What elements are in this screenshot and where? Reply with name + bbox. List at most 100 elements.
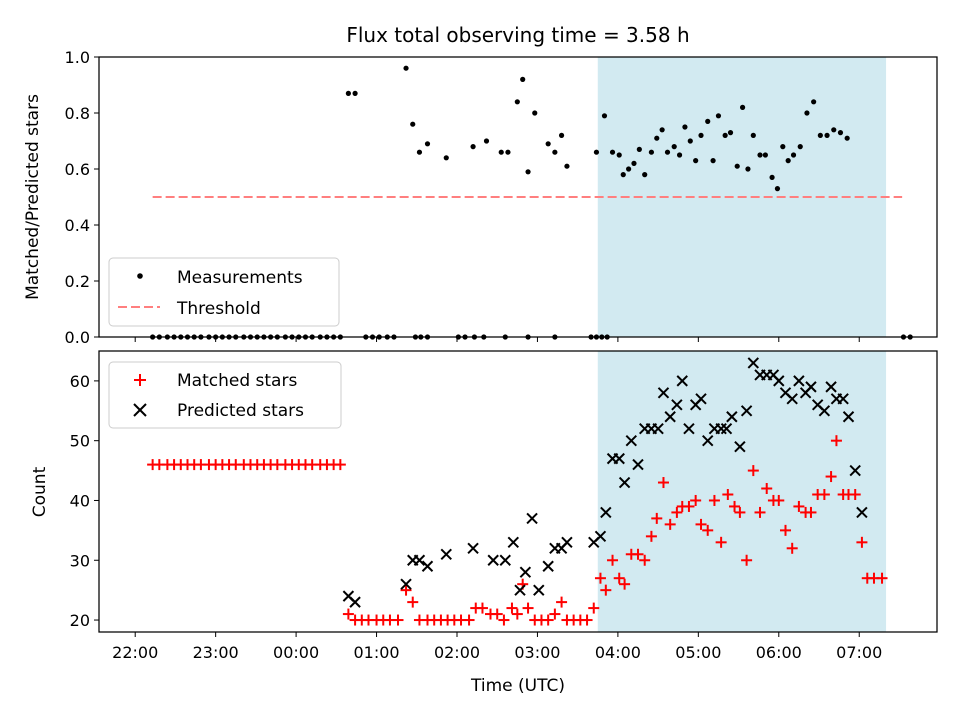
predicted-star-point — [734, 440, 746, 453]
matched-star-point — [793, 500, 805, 512]
matched-star-point — [651, 512, 663, 524]
measurement-point — [616, 152, 622, 158]
predicted-star-point — [695, 393, 707, 405]
predicted-star-point — [467, 542, 479, 555]
measurement-point — [676, 152, 683, 158]
matched-star-point — [334, 459, 346, 471]
matched-star-point — [632, 548, 644, 560]
predicted-star-point — [652, 423, 664, 435]
top-ytick-label: 1.0 — [65, 48, 90, 67]
matched-star-point — [695, 518, 707, 530]
matched-star-points — [147, 435, 888, 626]
measurement-point — [345, 90, 351, 96]
matched-star-point — [856, 536, 868, 548]
matched-star-point — [805, 506, 817, 518]
top-legend: Measurements Threshold — [108, 257, 340, 327]
xtick-label: 04:00 — [595, 643, 641, 662]
measurement-point — [532, 110, 538, 116]
predicted-star-point — [413, 554, 426, 566]
matched-star-point — [476, 602, 488, 614]
matched-star-point — [761, 483, 773, 495]
predicted-star-point — [720, 423, 733, 435]
measurement-point — [505, 149, 511, 155]
bottom-ytick-label: 60 — [70, 372, 90, 391]
measurement-point — [780, 144, 786, 150]
matched-star-point — [722, 488, 734, 500]
predicted-star-point — [842, 411, 855, 423]
predicted-star-point — [676, 375, 688, 387]
legend-measurements-label: Measurements — [177, 268, 303, 288]
xtick-label: 23:00 — [193, 643, 239, 662]
measurement-point — [831, 127, 837, 133]
xtick-label: 05:00 — [675, 643, 721, 662]
matched-star-point — [657, 477, 669, 489]
matched-star-point — [645, 530, 657, 542]
matched-star-point — [741, 554, 753, 566]
legend-matched-label: Matched stars — [177, 371, 297, 391]
predicted-star-point — [856, 506, 868, 519]
predicted-star-point — [600, 506, 612, 519]
measurement-point — [416, 149, 423, 155]
matched-star-point — [600, 584, 612, 596]
measurement-point — [514, 99, 520, 105]
predicted-star-point — [793, 375, 805, 387]
top-ytick-label: 0.6 — [65, 160, 90, 179]
predicted-star-point — [683, 423, 695, 435]
measurement-point — [552, 149, 558, 155]
measurement-point — [727, 130, 734, 136]
measurement-point — [498, 149, 504, 155]
measurement-point — [545, 141, 551, 147]
measurement-point — [762, 152, 768, 158]
measurement-point — [817, 132, 823, 138]
predicted-star-point — [747, 357, 760, 369]
predicted-star-point — [849, 464, 861, 477]
measurement-point — [705, 118, 711, 124]
measurement-point — [811, 99, 817, 105]
matched-star-point — [818, 488, 830, 500]
measurement-point — [664, 149, 671, 155]
top-y-axis-label: Matched/Predicted stars — [23, 94, 43, 300]
measurement-point — [593, 149, 600, 155]
matched-star-point — [522, 602, 534, 614]
matched-star-point — [729, 500, 741, 512]
matched-star-point — [830, 435, 842, 447]
measurement-point — [352, 90, 358, 96]
measurement-point — [824, 132, 830, 138]
predicted-star-point — [507, 536, 520, 549]
measurement-point — [774, 186, 781, 192]
predicted-star-point — [726, 411, 738, 423]
measurement-point — [844, 135, 850, 141]
predicted-star-point — [349, 596, 361, 608]
measurement-point — [601, 113, 608, 119]
predicted-star-point — [421, 560, 434, 572]
measurement-point — [609, 149, 616, 155]
bottom-legend-box — [108, 361, 342, 429]
matched-star-point — [463, 614, 475, 626]
matched-star-point — [594, 572, 606, 584]
predicted-star-point — [773, 375, 785, 387]
matched-star-point — [876, 572, 888, 584]
bottom-ytick-label: 30 — [70, 551, 90, 570]
matched-star-point — [588, 602, 600, 614]
predicted-star-point — [786, 393, 798, 405]
measurement-point — [470, 144, 476, 150]
matched-star-point — [511, 608, 523, 620]
matched-star-point — [607, 554, 619, 566]
bottom-x-ticks: 22:00 23:00 00:00 01:00 02:00 03:00 04:00 05:00… — [112, 632, 882, 662]
matched-star-point — [664, 518, 676, 530]
matched-star-point — [715, 536, 727, 548]
top-ytick-label: 0.2 — [65, 272, 90, 291]
matched-star-point — [849, 488, 861, 500]
top-axes-frame — [98, 56, 938, 338]
predicted-star-point — [818, 405, 831, 417]
measurement-point — [642, 172, 648, 178]
top-panel: 0.0 0.2 0.4 0.6 0.8 1.0 Matched/Predicted sta… — [23, 48, 938, 347]
top-y-ticks: 0.0 0.2 0.4 0.6 0.8 1.0 — [65, 48, 99, 347]
measurement-point — [722, 132, 728, 138]
matched-star-point — [549, 608, 561, 620]
measurement-point — [483, 138, 490, 144]
measurement-point — [785, 158, 791, 164]
matched-star-point — [779, 524, 791, 536]
bottom-ytick-label: 50 — [70, 432, 90, 451]
predicted-star-point — [837, 393, 849, 405]
